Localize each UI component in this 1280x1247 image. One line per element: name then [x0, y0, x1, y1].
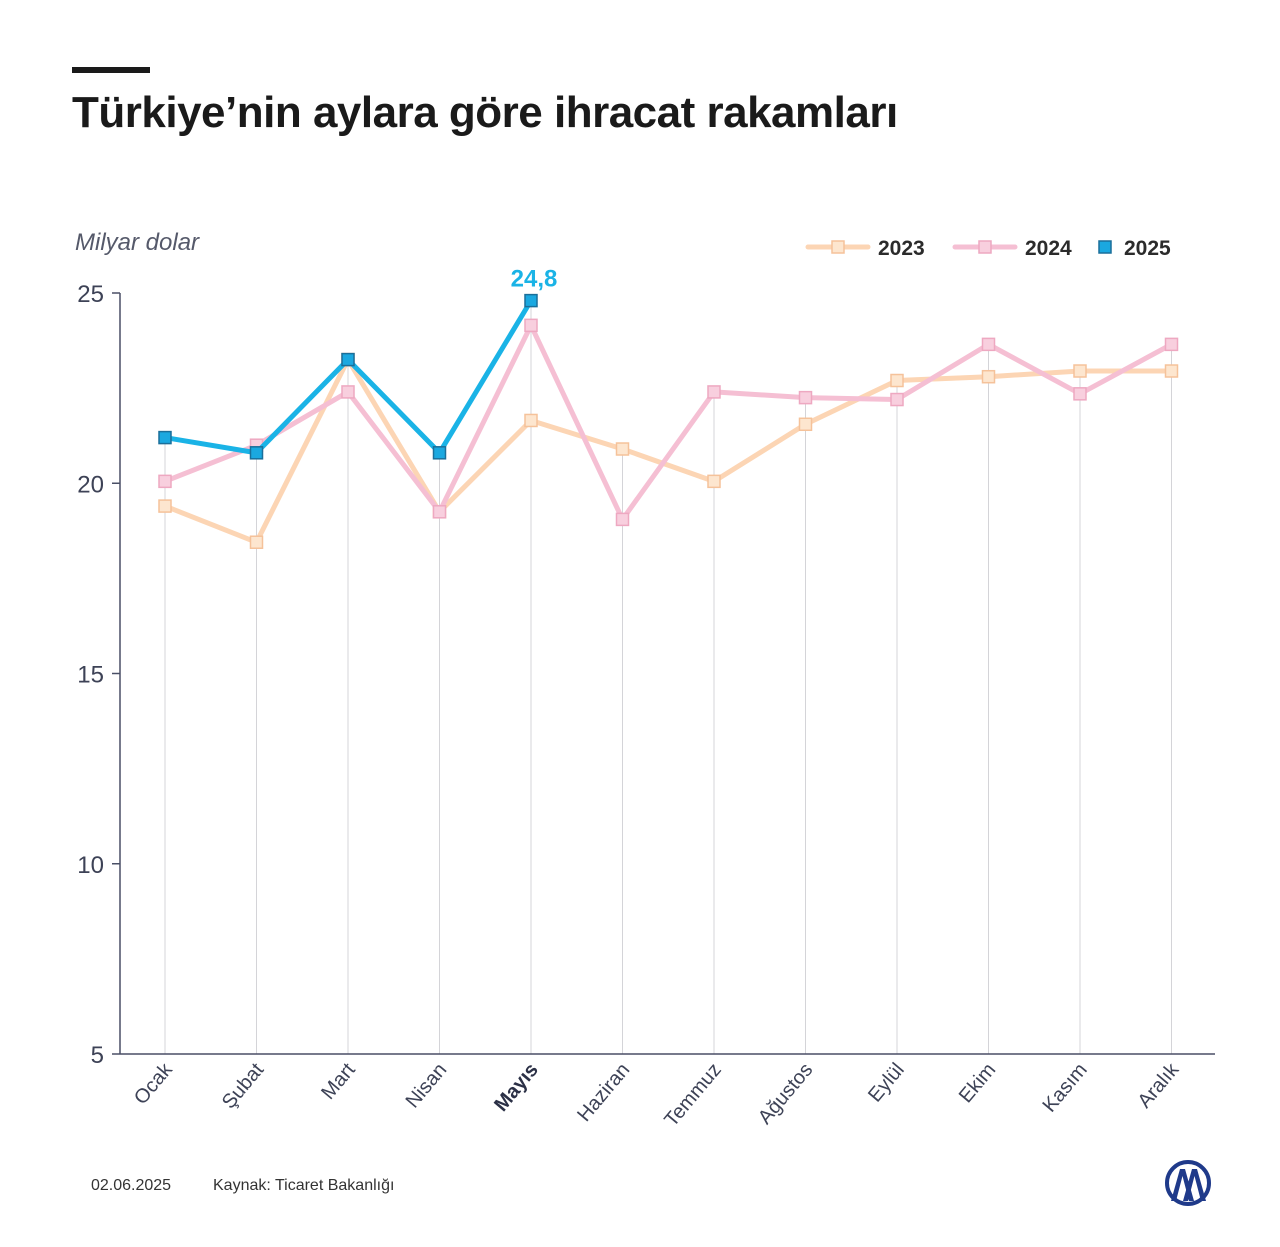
legend-marker-2023 [831, 240, 845, 254]
aa-logo-icon [1165, 1160, 1211, 1206]
series-2025-point-1 [158, 430, 172, 445]
series-2024-point-10 [981, 337, 996, 352]
x-tick-label-8: Ağustos [754, 1059, 817, 1129]
x-tick-label-9: Eylül [864, 1059, 909, 1106]
series-2023-point-6 [615, 442, 630, 456]
series-line-2023 [162, 357, 1174, 545]
series-2023-point-11 [1073, 364, 1087, 378]
series-2023-point-1 [158, 499, 172, 513]
legend-label-2025: 2025 [1124, 237, 1171, 260]
series-2024-point-5 [524, 318, 538, 333]
series-2023-point-12 [1164, 364, 1179, 378]
series-2023-point-8 [798, 417, 813, 432]
x-tick-label-1: Ocak [130, 1058, 178, 1109]
page-title: Türkiye’nin aylara göre ihracat rakamlar… [72, 88, 898, 137]
x-tick-label-10: Ekim [955, 1059, 1000, 1107]
series-2024-point-12 [1164, 337, 1179, 352]
legend-label-2024: 2024 [1025, 237, 1072, 260]
x-tick-label-4: Nisan [402, 1059, 452, 1112]
footer-date: 02.06.2025 [91, 1177, 172, 1194]
y-tick-label-20: 20 [77, 471, 104, 498]
series-2024-point-6 [615, 512, 630, 527]
legend-marker-2024 [978, 240, 992, 254]
series-2023-point-7 [707, 474, 721, 489]
series-line-2024 [162, 322, 1174, 522]
series-2023-point-10 [981, 369, 996, 384]
series-2025-point-2 [249, 446, 264, 460]
series-2024-point-4 [432, 505, 447, 519]
legend-label-2023: 2023 [878, 237, 925, 260]
y-tick-label-10: 10 [77, 852, 104, 879]
x-tick-label-2: Şubat [218, 1059, 269, 1114]
data-label-2025-mayis: 24,8 [511, 266, 558, 293]
series-2025-point-3 [341, 352, 355, 367]
x-tick-label-5: Mayıs [490, 1059, 543, 1116]
series-2023-point-5 [524, 413, 538, 428]
series-2024-point-8 [798, 390, 813, 405]
x-tick-label-12: Aralık [1134, 1058, 1184, 1112]
y-tick-label-15: 15 [77, 662, 104, 689]
x-tick-label-11: Kasım [1039, 1059, 1092, 1117]
x-tick-label-6: Haziran [573, 1059, 634, 1126]
series-2023-point-2 [249, 535, 264, 549]
series-2025-point-5 [524, 293, 538, 308]
series-2024-point-7 [707, 385, 721, 399]
title-accent-bar [72, 67, 150, 73]
footer-source: Kaynak: Ticaret Bakanlığı [213, 1177, 395, 1194]
series-2024-point-3 [341, 385, 355, 399]
series-2025-point-4 [432, 446, 447, 460]
y-axis-unit-label: Milyar dolar [75, 229, 200, 256]
legend-marker-2025 [1098, 240, 1112, 254]
series-2024-point-11 [1073, 387, 1087, 401]
x-tick-label-3: Mart [317, 1059, 360, 1104]
y-tick-label-25: 25 [77, 281, 104, 308]
series-2024-point-9 [890, 392, 904, 407]
x-tick-label-7: Temmuz [660, 1059, 725, 1131]
y-tick-label-5: 5 [91, 1042, 104, 1069]
series-2023-point-9 [890, 373, 904, 388]
series-2024-point-1 [158, 474, 172, 489]
